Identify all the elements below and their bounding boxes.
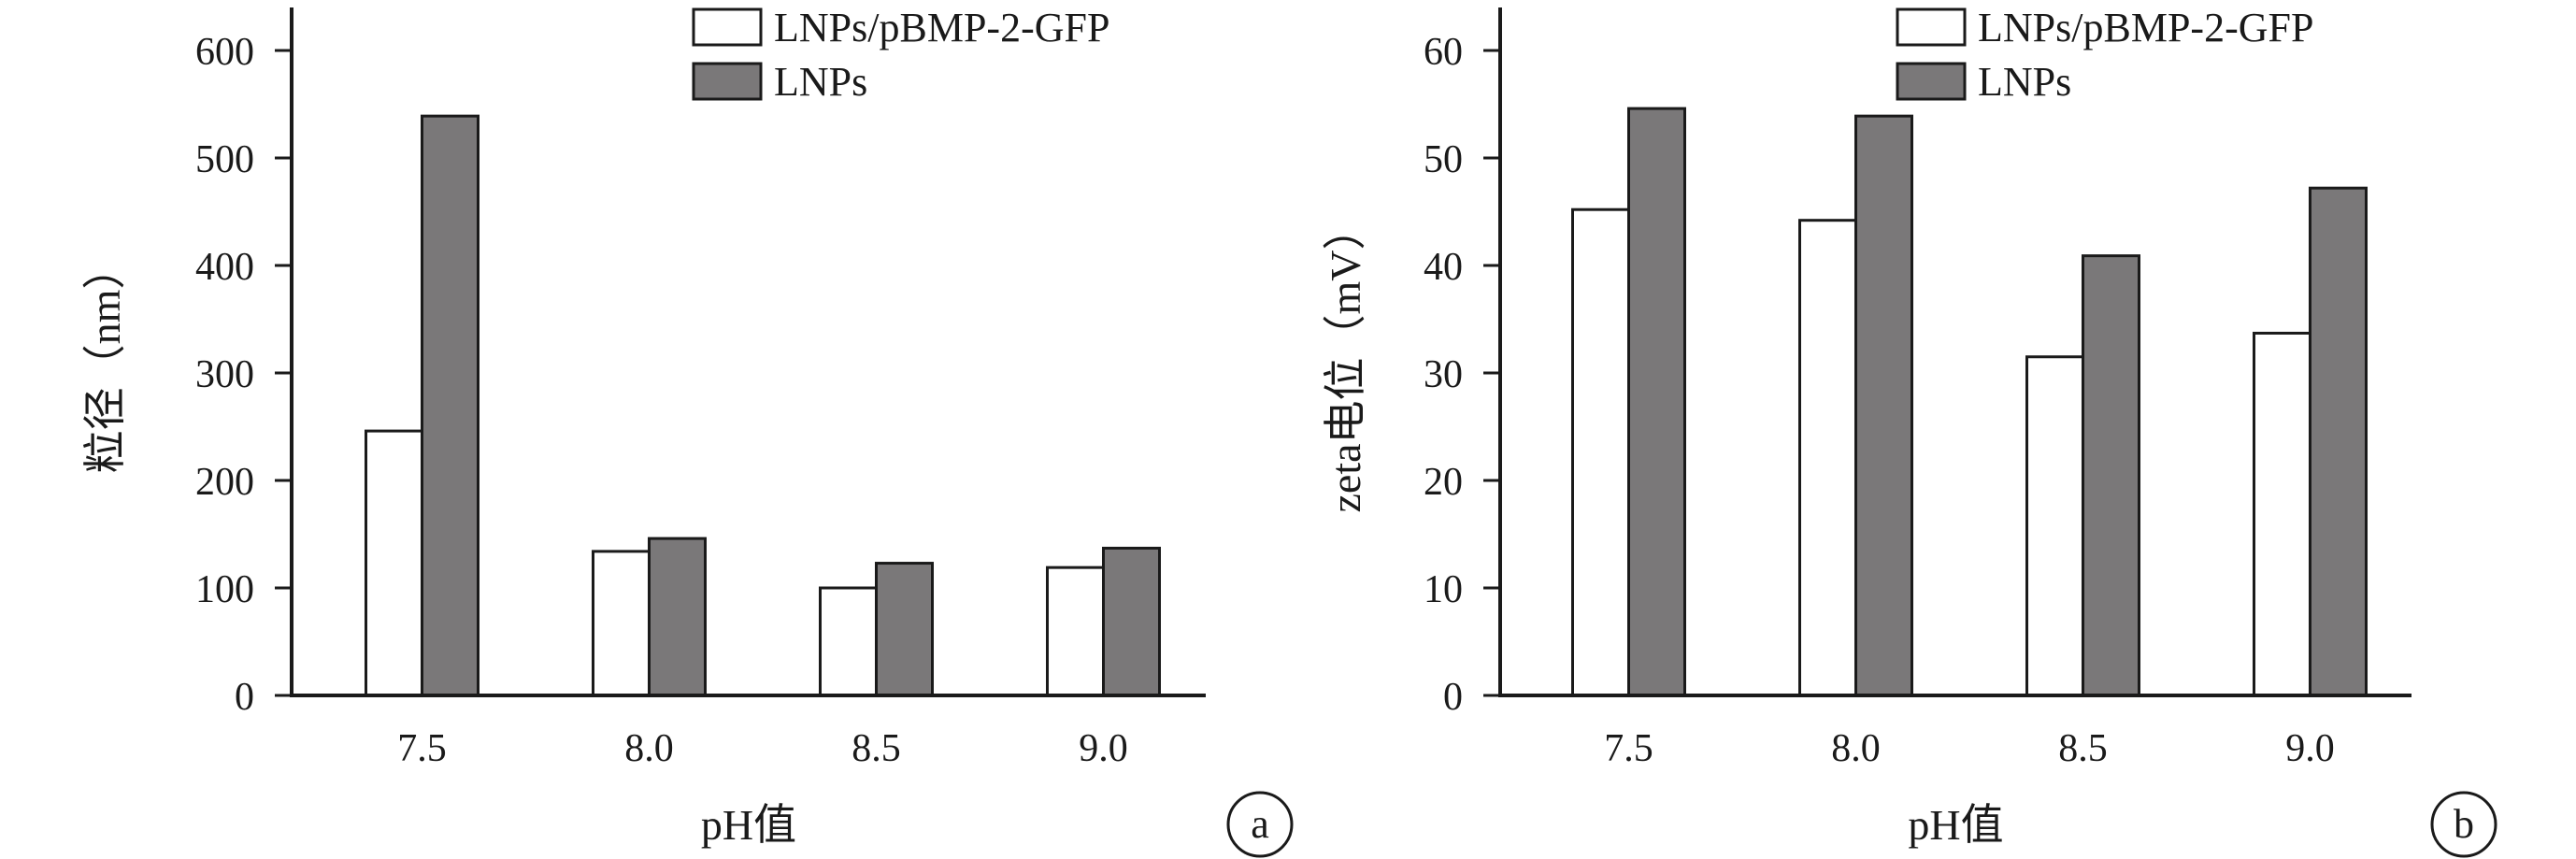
bar-a-s1-1 bbox=[648, 537, 707, 697]
legend-label-a-1: LNPs bbox=[774, 59, 867, 105]
bar-a-s1-3 bbox=[1102, 546, 1161, 697]
bar-b-s0-0 bbox=[1571, 208, 1630, 697]
legend-label-b-0: LNPs/pBMP-2-GFP bbox=[1978, 5, 2313, 50]
legend-label-a-0: LNPs/pBMP-2-GFP bbox=[774, 5, 1109, 50]
y-tick-label-b-0: 0 bbox=[1443, 676, 1463, 719]
y-tick-label-b-2: 20 bbox=[1424, 461, 1463, 504]
y-tick-label-b-5: 50 bbox=[1424, 138, 1463, 181]
y-tick-label-b-6: 60 bbox=[1424, 31, 1463, 74]
y-tick-label-a-5: 500 bbox=[195, 138, 254, 181]
bar-b-s1-0 bbox=[1627, 107, 1686, 697]
bar-a-s0-0 bbox=[365, 429, 423, 697]
panel-letter-a: a bbox=[1251, 801, 1269, 847]
bar-a-s0-2 bbox=[819, 586, 878, 697]
x-tick-label-a-3: 9.0 bbox=[1079, 727, 1128, 770]
x-tick-label-b-3: 9.0 bbox=[2285, 727, 2335, 770]
y-tick-label-a-1: 100 bbox=[195, 568, 254, 611]
panel-letter-circle-a bbox=[1226, 791, 1294, 858]
bar-b-s1-2 bbox=[2082, 254, 2140, 697]
bar-b-s0-1 bbox=[1798, 219, 1857, 697]
chart-a-particle-size: 7.5 8.0 8.5 9.0 0 100 200 300 400 500 600 粒径（nm） pH值… bbox=[81, 5, 1294, 858]
chart-b-zeta-potential: 7.5 8.0 8.5 9.0 0 10 20 30 40 50 60 zeta电位（mV） pH值 LN… bbox=[1322, 5, 2497, 858]
y-axis-title-a: 粒径（nm） bbox=[81, 247, 129, 474]
bar-b-s1-1 bbox=[1854, 114, 1913, 697]
y-tick-label-a-2: 200 bbox=[195, 461, 254, 504]
bar-a-s0-3 bbox=[1046, 566, 1105, 697]
x-axis-title-a: pH值 bbox=[701, 801, 796, 849]
legend-label-b-1: LNPs bbox=[1978, 59, 2071, 105]
y-tick-label-b-1: 10 bbox=[1424, 568, 1463, 611]
panel-letter-b: b bbox=[2454, 801, 2474, 847]
x-tick-label-a-2: 8.5 bbox=[852, 727, 901, 770]
bar-a-s1-2 bbox=[875, 562, 934, 697]
y-tick-label-b-3: 30 bbox=[1424, 353, 1463, 396]
y-tick-label-a-0: 0 bbox=[235, 676, 254, 719]
y-axis-title-b: zeta电位（mV） bbox=[1322, 207, 1369, 512]
y-tick-label-a-3: 300 bbox=[195, 353, 254, 396]
y-tick-label-a-4: 400 bbox=[195, 246, 254, 289]
legend-swatch-b-0 bbox=[1896, 7, 1967, 47]
legend-swatch-a-0 bbox=[692, 7, 763, 47]
legend-swatch-b-1 bbox=[1896, 62, 1967, 101]
bar-b-s0-2 bbox=[2025, 355, 2084, 697]
bar-b-s0-3 bbox=[2253, 331, 2311, 697]
y-tick-label-b-4: 40 bbox=[1424, 246, 1463, 289]
x-tick-label-b-1: 8.0 bbox=[1831, 727, 1881, 770]
x-tick-label-b-2: 8.5 bbox=[2058, 727, 2108, 770]
x-axis-title-b: pH值 bbox=[1908, 801, 2003, 849]
bar-a-s1-0 bbox=[421, 114, 479, 697]
panel-letter-circle-b bbox=[2430, 791, 2497, 858]
y-tick-label-a-6: 600 bbox=[195, 31, 254, 74]
legend-swatch-a-1 bbox=[692, 62, 763, 101]
bar-b-s1-3 bbox=[2309, 186, 2368, 697]
x-tick-label-b-0: 7.5 bbox=[1604, 727, 1653, 770]
x-tick-label-a-0: 7.5 bbox=[397, 727, 447, 770]
bar-a-s0-1 bbox=[592, 550, 651, 697]
x-tick-label-a-1: 8.0 bbox=[624, 727, 674, 770]
